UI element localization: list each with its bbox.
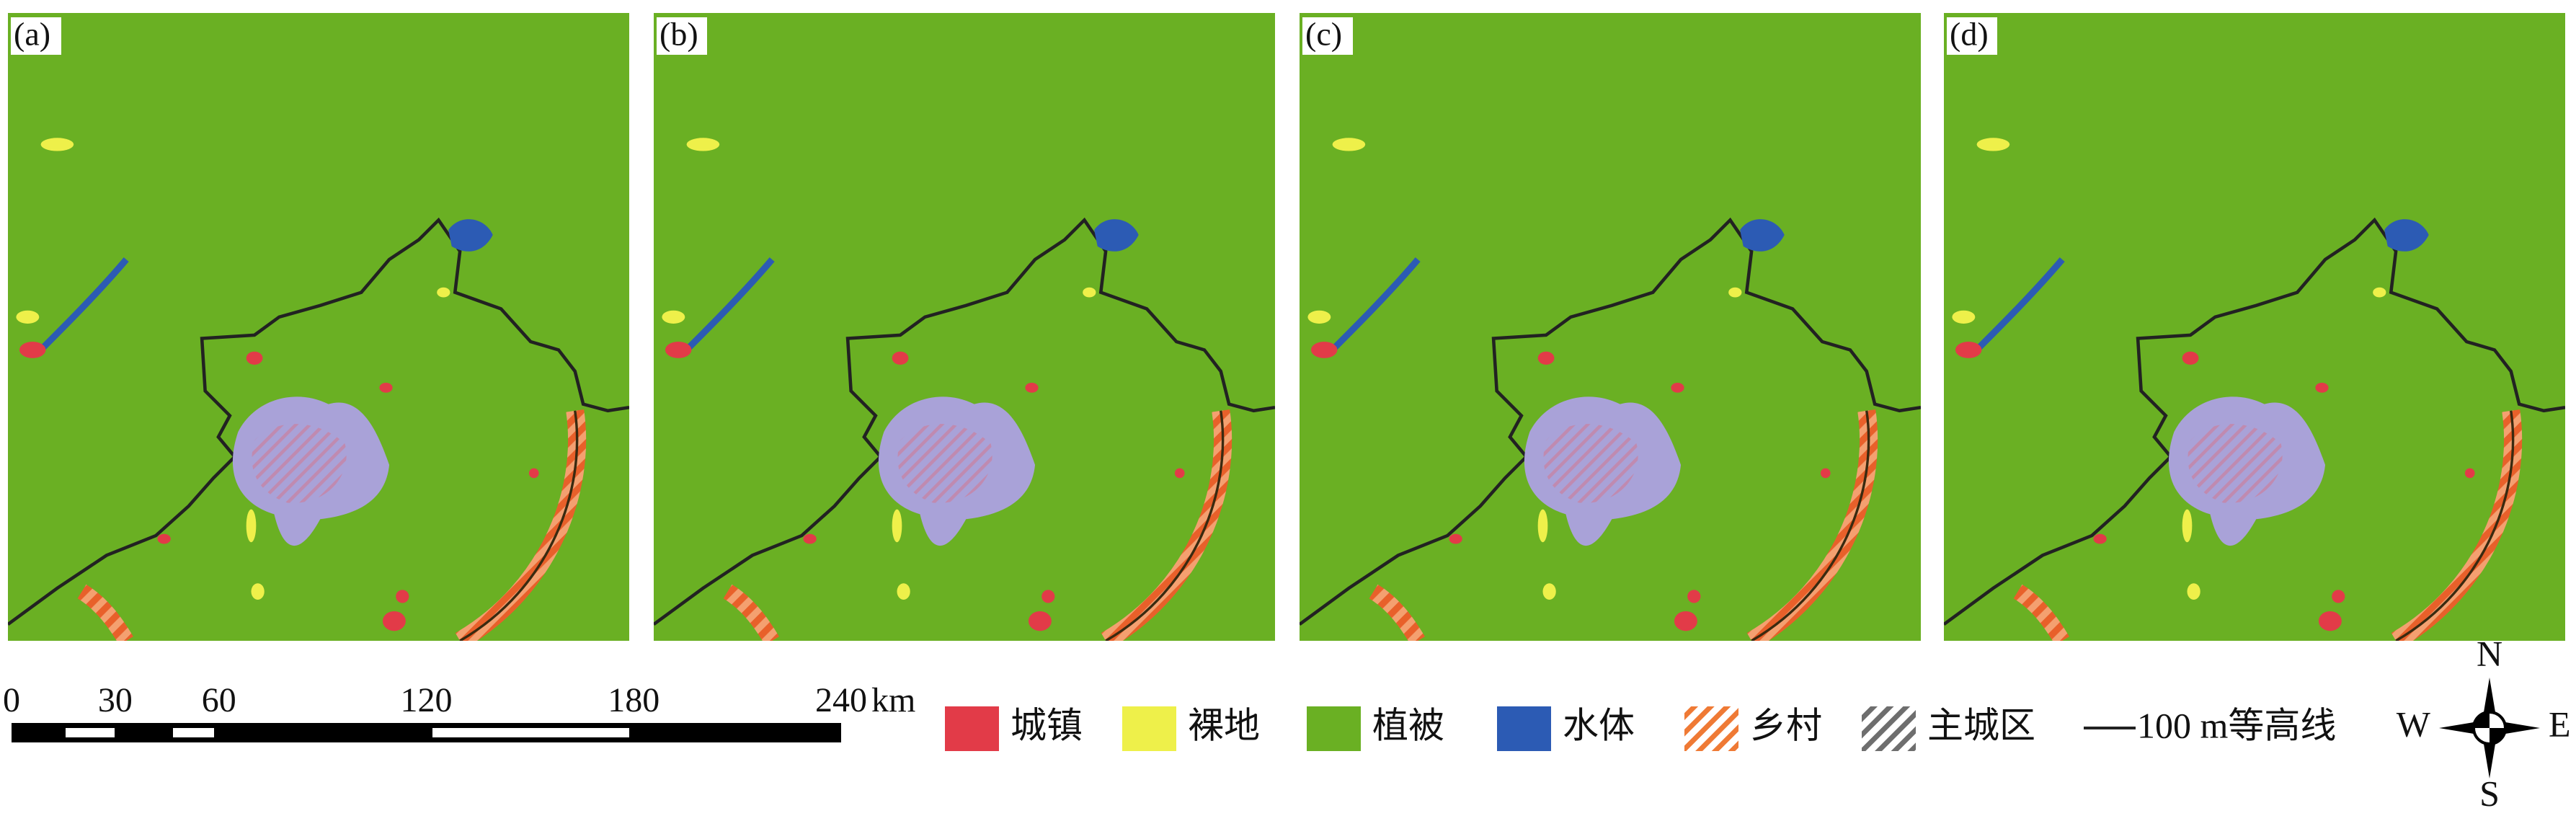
panel-label: (c): [1305, 16, 1342, 53]
legend-swatch: [1497, 706, 1551, 751]
legend-swatch: [1862, 706, 1916, 751]
legend-swatch: [1122, 706, 1176, 751]
panel-label-box: [1947, 17, 1997, 55]
legend-label: 裸地: [1188, 705, 1260, 745]
compass-n: N: [2477, 633, 2502, 673]
scale-bar-segment: [173, 728, 214, 737]
compass-quadrant: [2474, 712, 2505, 744]
legend-label: 植被: [1372, 705, 1444, 745]
scale-unit: km: [871, 681, 915, 719]
scale-label: 0: [3, 681, 20, 719]
panel-label: (a): [14, 16, 50, 53]
panel-label-box: [657, 17, 707, 55]
map-panel: [654, 13, 1275, 641]
legend-label: 100 m等高线: [2137, 705, 2336, 745]
scale-label: 30: [98, 681, 133, 719]
panel-label-box: [1302, 17, 1353, 55]
legend-swatch: [1307, 706, 1361, 751]
panel-label-box: [11, 17, 61, 55]
legend-swatch: [945, 706, 999, 751]
legend-label: 主城区: [1927, 705, 2035, 745]
scale-bar: 0 30 60 120 180 240 km: [3, 681, 915, 742]
compass: N S W E: [2397, 633, 2571, 813]
scale-label: 120: [401, 681, 453, 719]
scale-bar-segment: [432, 728, 629, 737]
legend-label: 水体: [1563, 705, 1635, 745]
scale-label: 240: [815, 681, 867, 719]
map-panel: [1944, 13, 2565, 641]
scale-bar-segment: [66, 728, 115, 737]
compass-w: W: [2397, 704, 2431, 744]
panel-label: (b): [659, 16, 698, 53]
panel-label: (d): [1950, 16, 1989, 53]
legend-label: 乡村: [1750, 705, 1822, 745]
map-panel: [1300, 13, 1921, 641]
scale-label: 180: [608, 681, 659, 719]
legend-swatch: [1684, 706, 1738, 751]
compass-s: S: [2479, 773, 2500, 813]
compass-e: E: [2549, 704, 2571, 744]
scale-bar-body: [12, 723, 841, 742]
map-panel: [8, 13, 629, 641]
legend-label: 城镇: [1011, 705, 1083, 745]
scale-label: 60: [202, 681, 236, 719]
